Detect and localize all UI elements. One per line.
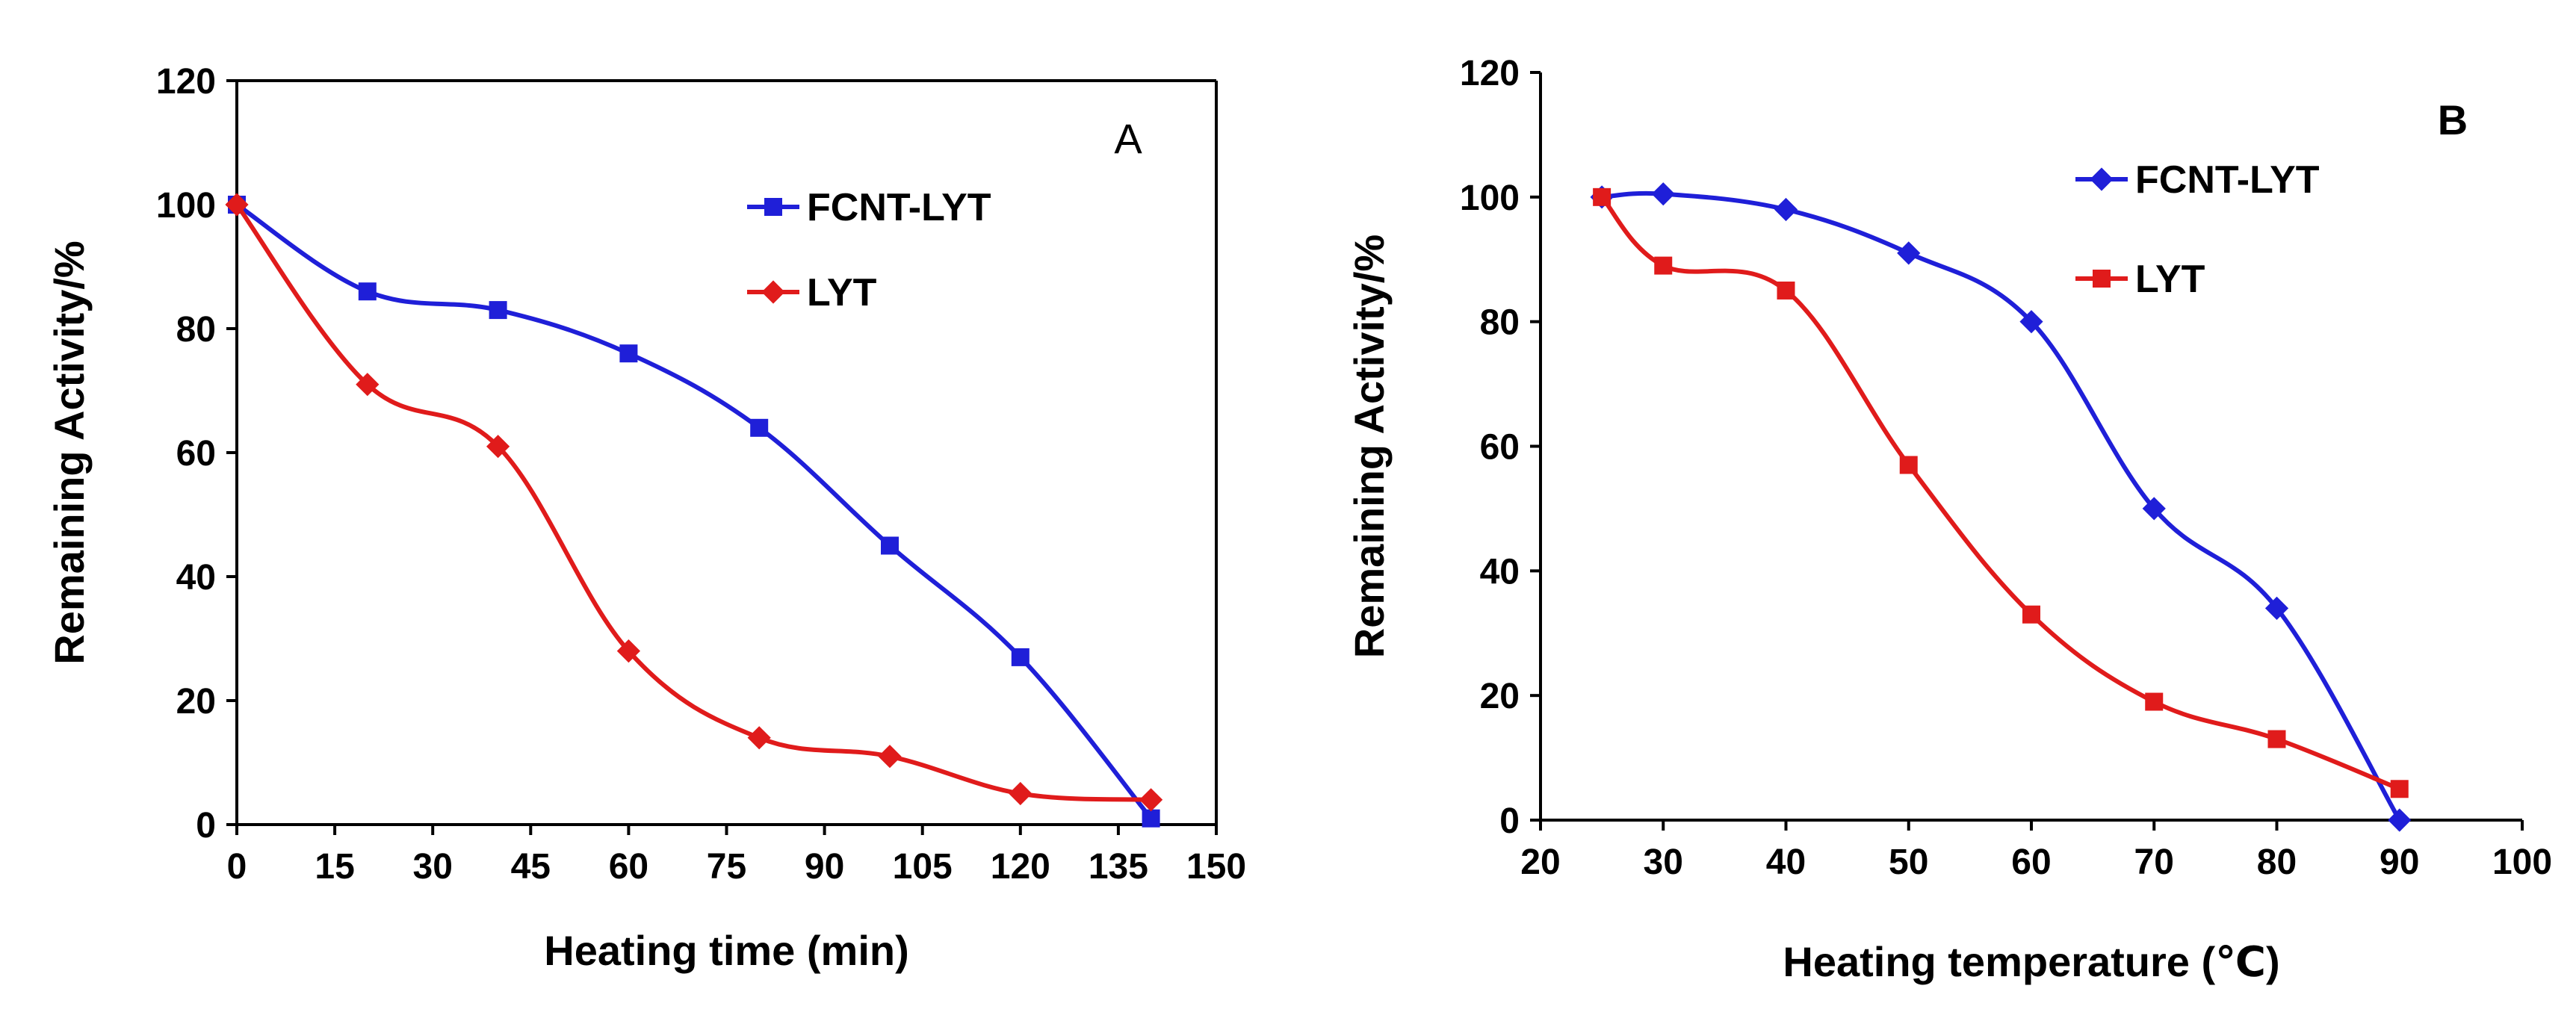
- x-tick-label: 80: [2257, 843, 2297, 882]
- x-tick-label: 0: [227, 847, 247, 887]
- legend-label: FCNT-LYT: [807, 186, 991, 229]
- data-point: [1774, 197, 1798, 222]
- panel-label: B: [2438, 96, 2468, 143]
- data-point: [2390, 780, 2409, 798]
- data-point: [356, 373, 380, 397]
- data-point: [2142, 497, 2166, 521]
- x-tick-label: 100: [2492, 843, 2552, 882]
- y-tick-label: 60: [176, 434, 216, 474]
- data-point: [1009, 781, 1032, 806]
- panel-label: A: [1114, 115, 1142, 162]
- data-point: [750, 418, 769, 437]
- x-tick-label: 40: [1766, 843, 1806, 882]
- x-axis-title: Heating time (min): [544, 927, 908, 974]
- legend-swatch-marker: [2093, 270, 2111, 288]
- data-point: [1011, 648, 1030, 666]
- x-tick-label: 120: [991, 847, 1050, 887]
- y-tick-label: 0: [196, 806, 216, 846]
- y-tick-label: 100: [1460, 179, 1520, 218]
- x-tick-label: 45: [511, 847, 551, 887]
- data-point: [2388, 808, 2412, 832]
- data-point: [878, 745, 902, 769]
- x-tick-label: 90: [2380, 843, 2419, 882]
- data-point: [225, 193, 249, 217]
- data-point: [1654, 256, 1673, 275]
- data-point: [1139, 788, 1163, 812]
- series-line-fcnt-lyt: [1601, 190, 2402, 822]
- y-axis-title: Remaining Activity/%: [46, 241, 93, 664]
- data-point: [2264, 596, 2289, 620]
- data-point: [1651, 182, 1675, 206]
- y-tick-label: 20: [1480, 677, 1520, 716]
- y-tick-label: 120: [1460, 54, 1520, 93]
- x-tick-label: 60: [2011, 843, 2051, 882]
- y-tick-label: 20: [176, 682, 216, 722]
- x-tick-label: 135: [1089, 847, 1148, 887]
- data-point: [2019, 310, 2043, 334]
- data-point: [2145, 692, 2164, 711]
- x-axis-title: Heating temperature (℃): [1783, 938, 2279, 985]
- data-point: [2022, 605, 2040, 624]
- data-point: [1142, 809, 1160, 828]
- y-tick-label: 40: [1480, 552, 1520, 592]
- data-point: [2267, 730, 2286, 748]
- data-point: [616, 639, 640, 663]
- data-point: [489, 301, 507, 320]
- y-tick-label: 80: [176, 310, 216, 350]
- y-axis-title: Remaining Activity/%: [1346, 235, 1393, 658]
- y-tick-label: 0: [1499, 801, 1520, 841]
- x-tick-label: 105: [893, 847, 953, 887]
- data-point: [358, 282, 377, 301]
- data-point: [747, 726, 771, 750]
- y-tick-label: 80: [1480, 303, 1520, 343]
- legend-swatch-marker: [761, 280, 785, 304]
- x-tick-label: 150: [1186, 847, 1246, 887]
- x-tick-label: 50: [1889, 843, 1928, 882]
- data-point: [619, 344, 638, 363]
- y-tick-label: 40: [176, 558, 216, 598]
- series-line-lyt: [1600, 195, 2400, 792]
- x-tick-label: 30: [1644, 843, 1683, 882]
- legend-label: LYT: [807, 271, 877, 314]
- y-tick-label: 60: [1480, 428, 1520, 468]
- chart-panel-a: 0 20 40 60 80 100 120 0 15 30 45 60 75 90 105 120 135 150…: [46, 62, 1246, 974]
- legend-swatch-marker: [2090, 167, 2114, 191]
- legend-label: FCNT-LYT: [2135, 158, 2320, 202]
- legend-swatch-marker: [764, 198, 782, 216]
- data-point: [1593, 187, 1611, 206]
- x-tick-label: 30: [413, 847, 453, 887]
- y-tick-label: 120: [156, 62, 216, 102]
- x-tick-label: 60: [609, 847, 648, 887]
- data-point: [1777, 281, 1795, 300]
- x-tick-label: 90: [805, 847, 844, 887]
- data-point: [486, 435, 510, 459]
- x-tick-label: 15: [315, 847, 354, 887]
- y-tick-label: 100: [156, 186, 216, 226]
- data-point: [1899, 456, 1918, 474]
- x-tick-label: 20: [1520, 843, 1560, 882]
- data-point: [881, 536, 899, 555]
- x-tick-label: 75: [707, 847, 746, 887]
- x-tick-label: 70: [2134, 843, 2174, 882]
- legend-label: LYT: [2135, 258, 2205, 301]
- data-point: [1897, 241, 1921, 265]
